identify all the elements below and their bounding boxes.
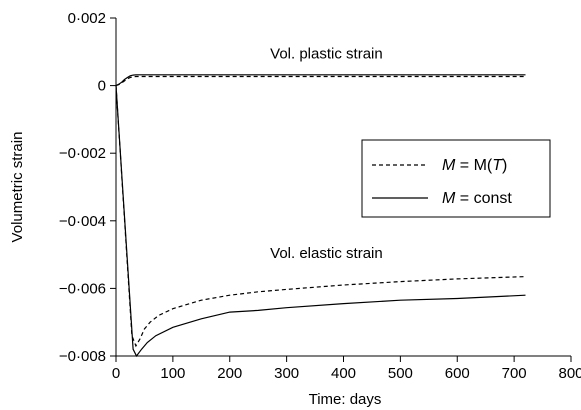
series-line-plastic-solid — [115, 74, 526, 87]
annotations: Vol. plastic strain Vol. elastic strain — [270, 46, 383, 262]
plastic-strain-annotation: Vol. plastic strain — [270, 46, 383, 63]
elastic-strain-annotation: Vol. elastic strain — [270, 245, 383, 262]
legend-m-const-equals: = — [455, 190, 473, 207]
x-ticks: 0 100 200 300 400 500 600 700 800 — [112, 356, 581, 382]
legend-m-const-value: const — [474, 190, 513, 207]
legend-m-of-t-equals: = — [455, 157, 473, 174]
x-axis-title: Time: days — [309, 391, 382, 408]
x-tick-label: 800 — [558, 365, 581, 382]
x-tick-label: 200 — [217, 365, 242, 382]
y-tick-label: −0·008 — [59, 348, 106, 365]
y-tick-label: −0·002 — [59, 145, 106, 162]
y-tick-label: 0·002 — [68, 10, 106, 27]
legend-label-m-const: M = const — [442, 190, 512, 207]
series-line-elastic-dashed — [115, 85, 526, 348]
legend: M = M(T) M = const — [361, 139, 551, 218]
legend-m-of-t-symbol: M — [442, 157, 456, 174]
legend-m-of-t-value-pre: M( — [474, 157, 493, 174]
y-ticks: 0·002 0 −0·002 −0·004 −0·006 −0·008 — [59, 10, 116, 365]
y-tick-label: 0 — [98, 78, 106, 95]
series-layer — [115, 74, 526, 358]
x-tick-label: 0 — [112, 365, 120, 382]
x-tick-label: 100 — [160, 365, 185, 382]
legend-m-of-t-value-post: ) — [502, 157, 507, 174]
x-tick-label: 500 — [388, 365, 413, 382]
x-tick-label: 300 — [274, 365, 299, 382]
legend-box — [361, 139, 551, 218]
x-tick-label: 600 — [445, 365, 470, 382]
legend-m-of-t-value-italic: T — [492, 157, 503, 174]
y-tick-label: −0·006 — [59, 280, 106, 297]
x-tick-label: 400 — [331, 365, 356, 382]
series-line-elastic-solid — [115, 85, 526, 358]
x-tick-label: 700 — [502, 365, 527, 382]
series-line-plastic-dashed — [115, 75, 526, 87]
legend-m-const-symbol: M — [442, 190, 456, 207]
legend-label-m-of-t: M = M(T) — [442, 157, 507, 174]
y-tick-label: −0·004 — [59, 213, 106, 230]
y-axis-title: Volumetric strain — [9, 132, 26, 243]
